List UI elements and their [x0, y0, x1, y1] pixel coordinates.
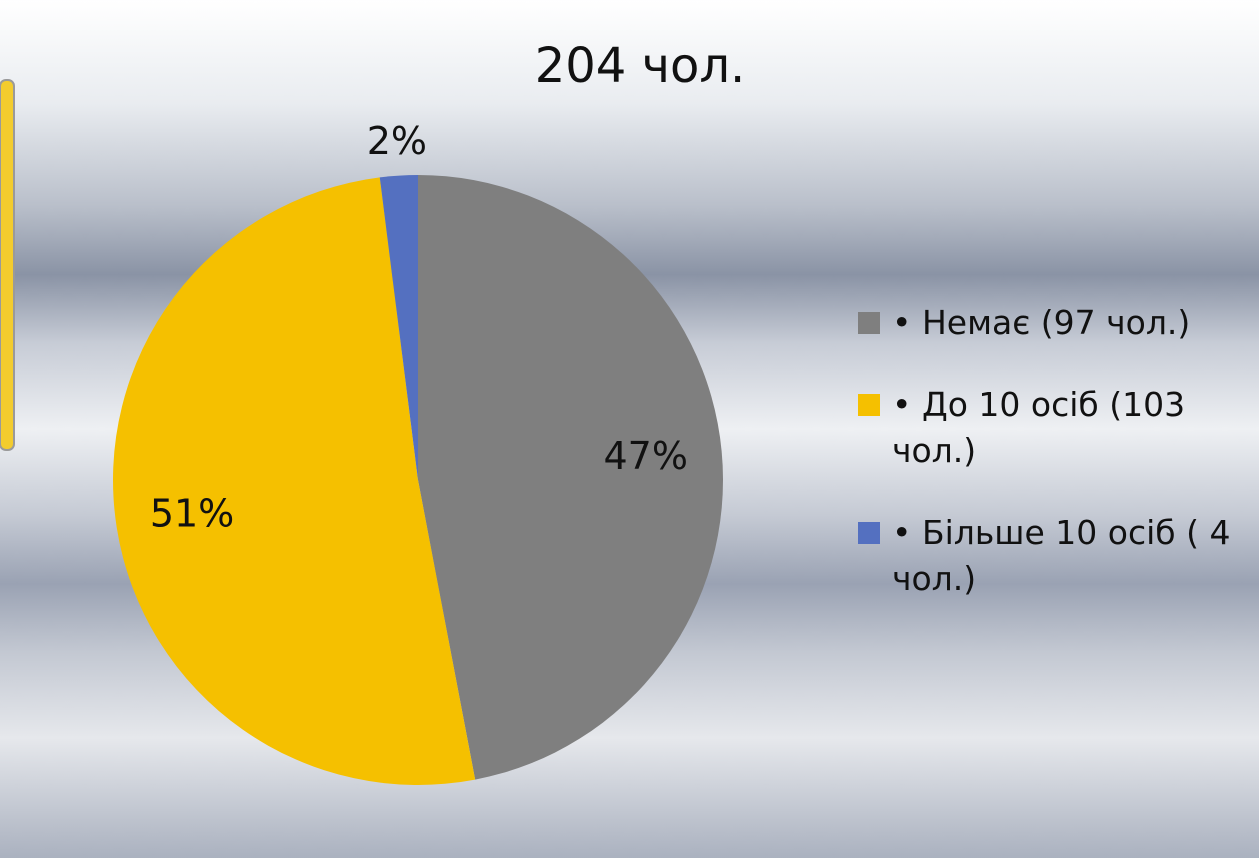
pie-slice [112, 177, 476, 786]
data-label: 51% [150, 491, 234, 535]
data-label: 2% [367, 119, 427, 163]
legend-swatch [858, 522, 880, 544]
legend-entry: • Більше 10 осіб ( 4 чол.) [858, 510, 1259, 602]
decor [0, 79, 15, 451]
chart-title: 204 чол. [535, 38, 746, 94]
legend-swatch [858, 312, 880, 334]
legend-label: • До 10 осіб (103 чол.) [892, 385, 1186, 470]
legend-entry: • Немає (97 чол.) [858, 300, 1259, 346]
legend-label: • Більше 10 осіб ( 4 чол.) [892, 513, 1231, 598]
legend-entry: • До 10 осіб (103 чол.) [858, 382, 1259, 474]
pie-slice [418, 175, 723, 780]
legend: • Немає (97 чол.) • До 10 осіб (103 чол.)… [858, 300, 1259, 602]
pie-slice [379, 175, 418, 480]
data-label: 47% [604, 434, 688, 478]
legend-label: • Немає (97 чол.) [892, 303, 1191, 342]
legend-swatch [858, 394, 880, 416]
